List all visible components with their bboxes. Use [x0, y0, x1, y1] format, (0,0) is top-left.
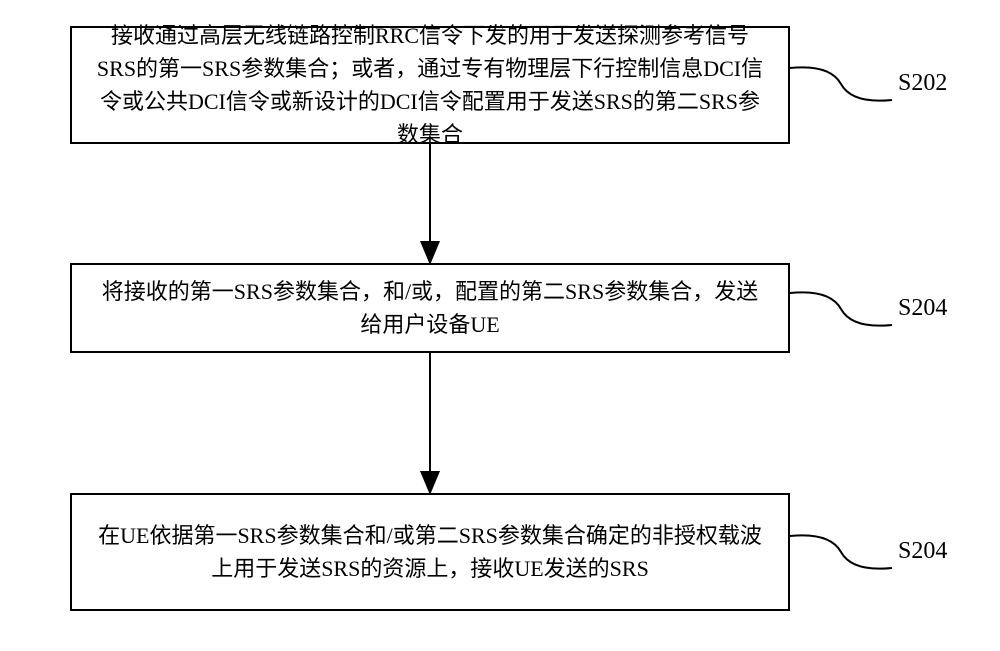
flow-step-b3: 在UE依据第一SRS参数集合和/或第二SRS参数集合确定的非授权载波上用于发送S…	[70, 493, 790, 611]
flow-step-b2: 将接收的第一SRS参数集合，和/或，配置的第二SRS参数集合，发送给用户设备UE	[70, 263, 790, 353]
flow-step-text: 在UE依据第一SRS参数集合和/或第二SRS参数集合确定的非授权载波上用于发送S…	[92, 519, 768, 585]
brace-connector-1	[790, 292, 892, 325]
step-label-l3: S204	[898, 538, 947, 565]
step-label-l1: S202	[898, 70, 947, 97]
brace-connector-0	[790, 67, 892, 100]
flow-step-text: 将接收的第一SRS参数集合，和/或，配置的第二SRS参数集合，发送给用户设备UE	[92, 275, 768, 341]
flow-step-text: 接收通过高层无线链路控制RRC信令下发的用于发送探测参考信号SRS的第一SRS参…	[92, 19, 768, 151]
step-label-l2: S204	[898, 295, 947, 322]
flow-step-b1: 接收通过高层无线链路控制RRC信令下发的用于发送探测参考信号SRS的第一SRS参…	[70, 26, 790, 144]
brace-connector-2	[790, 535, 892, 568]
